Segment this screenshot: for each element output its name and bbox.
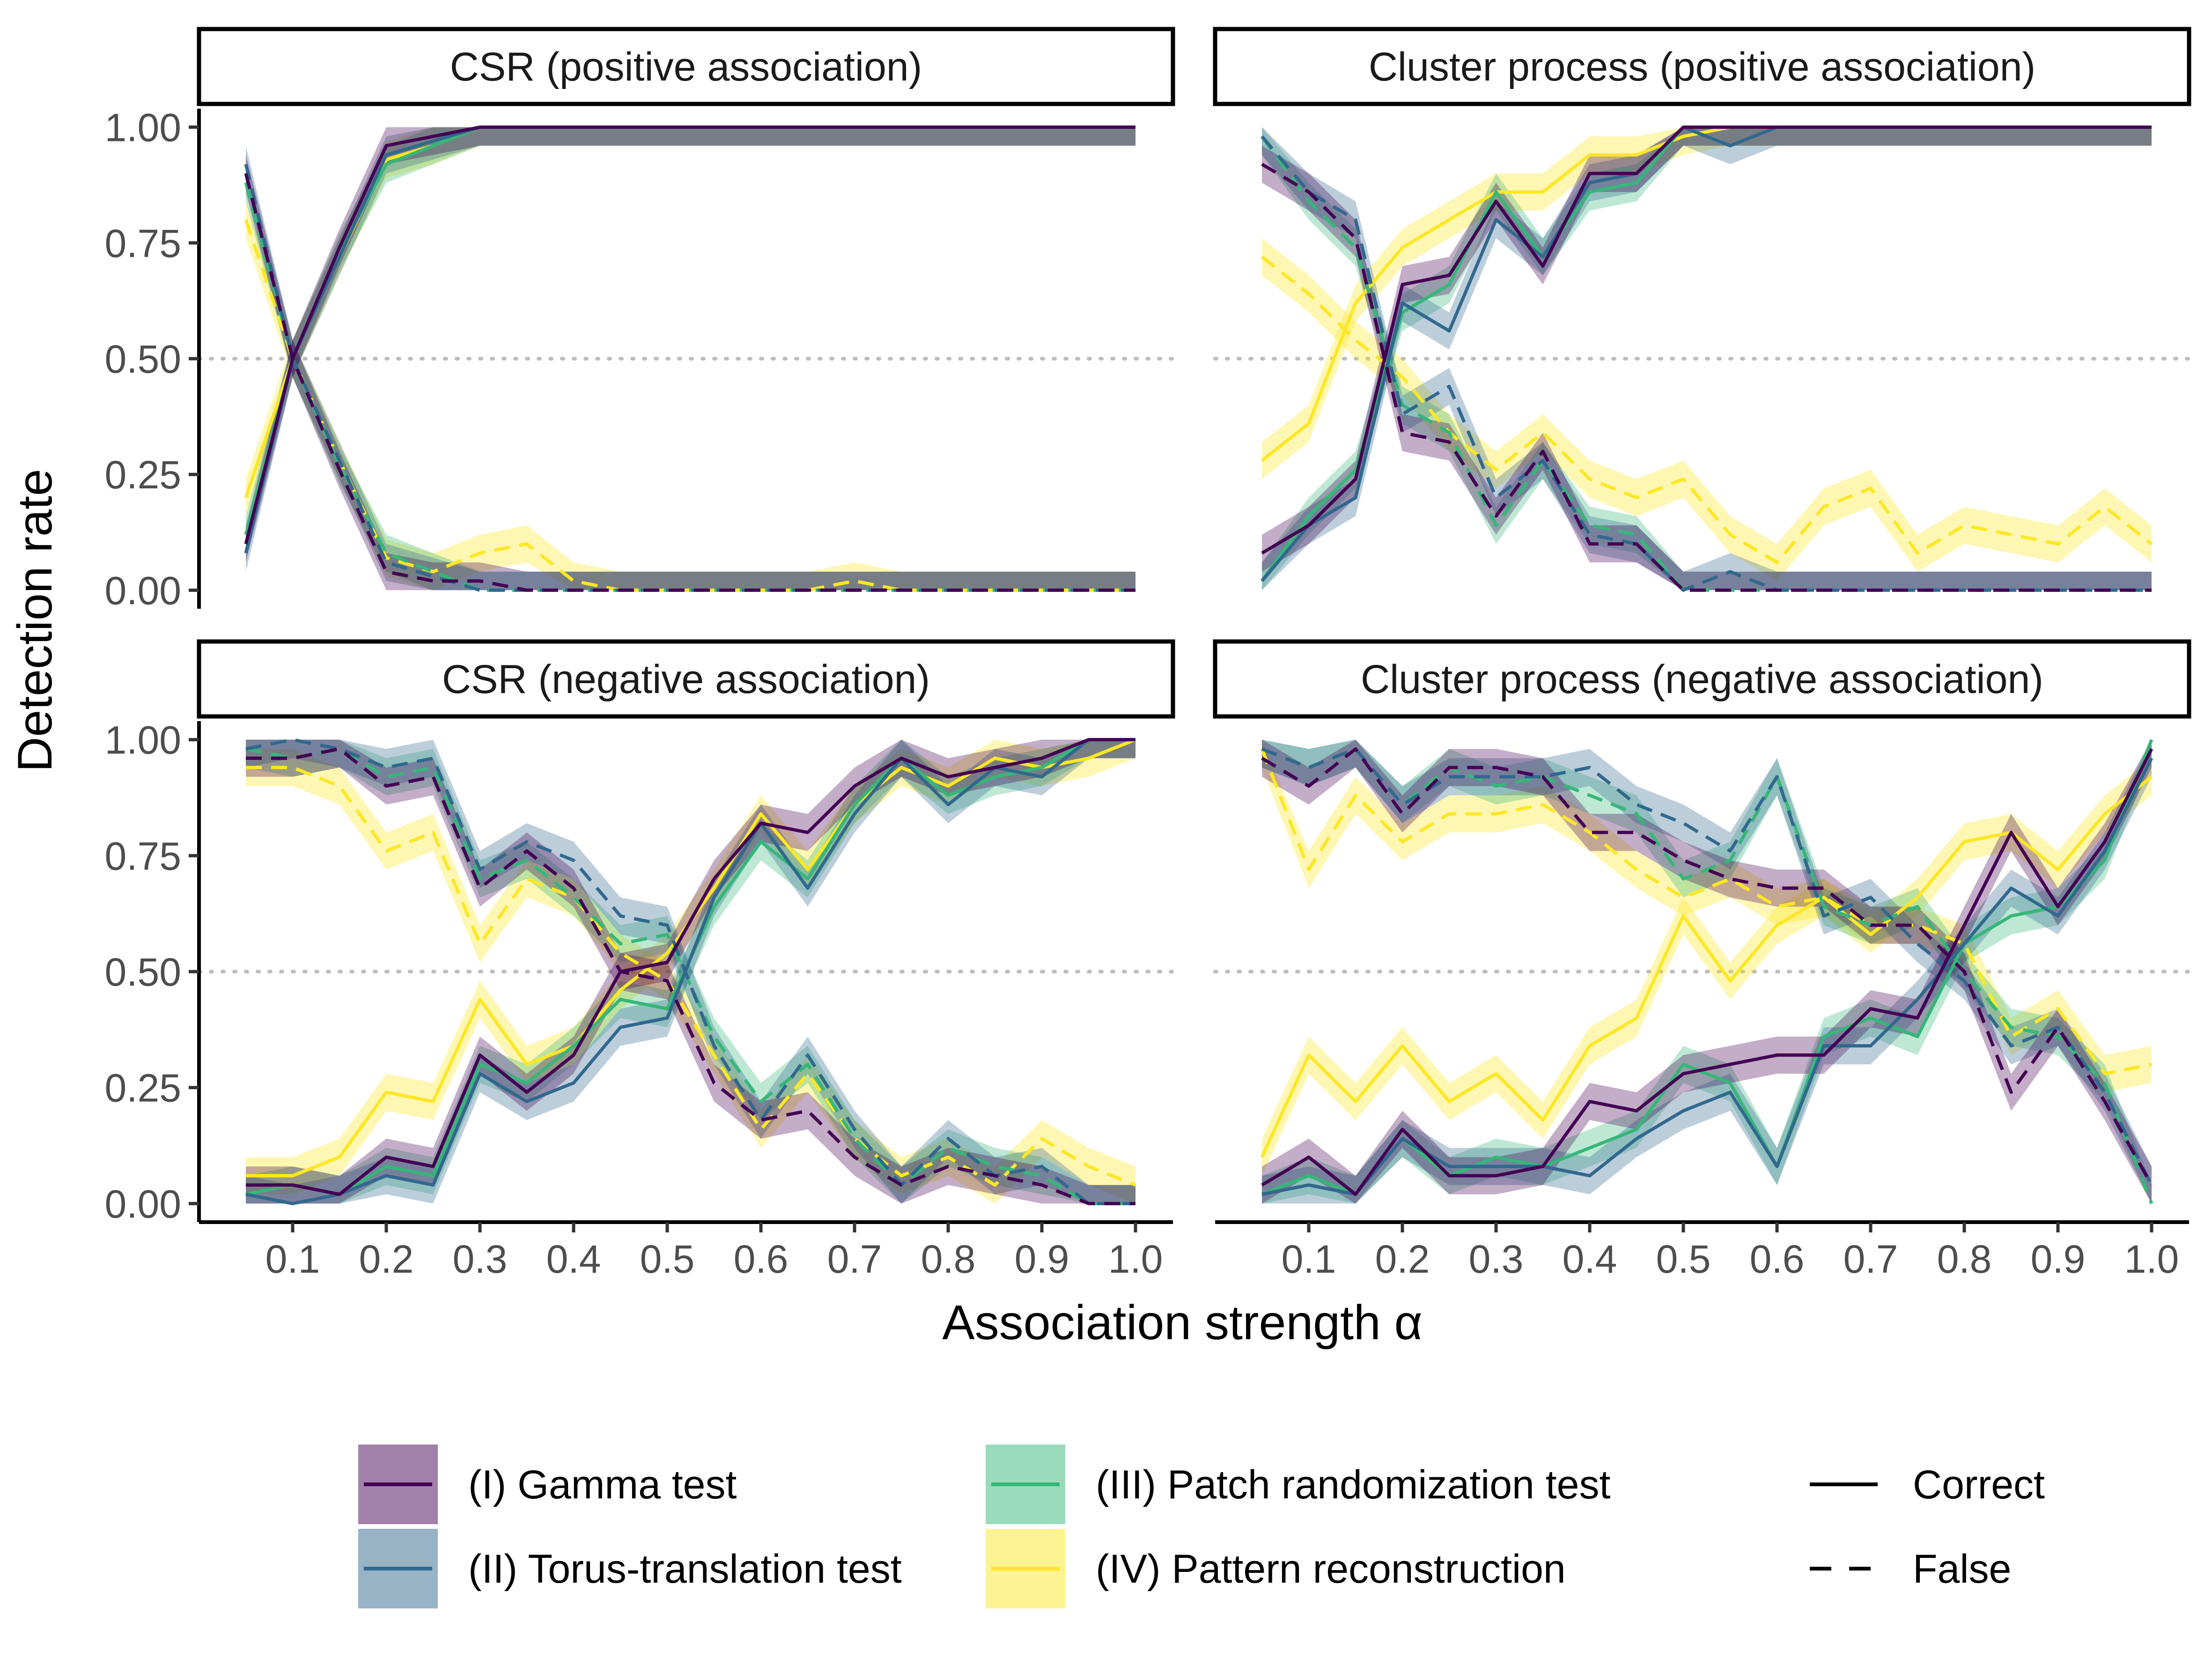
y-axis-title: Detection rate: [8, 469, 62, 772]
gamma-legend-label: (I) Gamma test: [468, 1462, 737, 1507]
patch-false-band: [1262, 739, 2152, 1204]
torus-correct-band: [1262, 739, 2152, 1204]
x-tick-label: 0.4: [546, 1237, 601, 1281]
gamma-correct-line: [244, 125, 1135, 545]
gamma-false-line: [1261, 162, 2152, 592]
x-tick-label: 0.9: [1015, 1237, 1069, 1281]
torus-false-line: [1261, 747, 2153, 1186]
patch-correct-band: [246, 739, 1135, 1204]
panel-strip: [1213, 639, 2191, 719]
x-axis-title: Association strength α: [942, 1296, 1423, 1350]
panel: CSR (negative association) 0.00 0.25 0.50 0.…: [105, 639, 1175, 1281]
reconstruction-false-line: [1261, 255, 2153, 564]
torus-correct-line: [245, 738, 1135, 1205]
x-tick-label: 0.1: [1282, 1237, 1336, 1281]
y-tick-label: 0.00: [105, 568, 182, 612]
reconstruction-correct-line: [1260, 775, 2153, 1158]
reconstruction-false-band: [246, 749, 1135, 1204]
torus-legend-label: (II) Torus-translation test: [468, 1547, 902, 1592]
x-tick-label: 0.7: [1843, 1237, 1898, 1281]
panel-strip: [197, 27, 1175, 106]
x-tick-label: 0.3: [1469, 1237, 1524, 1281]
gamma-correct-line: [1261, 125, 2152, 555]
false-legend-label: False: [1913, 1547, 2011, 1592]
x-tick-label: 0.8: [921, 1237, 976, 1281]
panel-title: Cluster process (negative association): [1361, 657, 2043, 702]
reconstruction-false-line: [246, 766, 1136, 1187]
y-tick-label: 0.25: [105, 1066, 182, 1110]
x-tick-label: 0.6: [734, 1237, 789, 1281]
reconstruction-false-line: [1260, 748, 2152, 1076]
gamma-false-line: [246, 747, 1135, 1205]
reconstruction-correct-band: [246, 739, 1135, 1194]
x-tick-label: 1.0: [1108, 1237, 1163, 1281]
y-tick-label: 0.25: [105, 453, 182, 497]
x-tick-label: 0.8: [1937, 1237, 1992, 1281]
y-tick-label: 1.00: [105, 718, 182, 762]
x-tick-label: 0.3: [453, 1237, 508, 1281]
x-tick-label: 0.5: [640, 1237, 695, 1281]
patch-false-line: [245, 747, 1135, 1205]
x-tick-label: 0.5: [1656, 1237, 1711, 1281]
x-tick-label: 0.1: [265, 1237, 320, 1281]
torus-correct-band: [246, 739, 1135, 1204]
x-tick-label: 0.2: [359, 1237, 414, 1281]
panel-strip: [197, 639, 1175, 719]
x-tick-label: 1.0: [2124, 1237, 2179, 1281]
panel-title: CSR (positive association): [450, 44, 922, 89]
legend-item-correct: Correct: [1810, 1462, 2045, 1507]
reconstruction-false-band: [1262, 739, 2152, 1092]
torus-correct-band: [1262, 127, 2152, 590]
panel-strip: [1213, 27, 2191, 106]
panel: Cluster process (negative association) 0.…: [1213, 639, 2191, 1281]
torus-false-line: [244, 163, 1135, 592]
legend-item-gamma: (I) Gamma test: [358, 1445, 737, 1524]
torus-false-band: [1262, 739, 2152, 1204]
reconstruction-correct-band: [1262, 758, 2152, 1176]
torus-correct-line: [1261, 757, 2153, 1196]
x-tick-label: 0.9: [2031, 1237, 2086, 1281]
y-tick-label: 0.75: [105, 834, 182, 878]
panels-layer: CSR (positive association) 0.00 0.25 0.50 0.…: [105, 27, 2191, 1281]
reconstruction-legend-label: (IV) Pattern reconstruction: [1096, 1547, 1566, 1592]
gamma-correct-band: [246, 739, 1135, 1204]
gamma-false-line: [1261, 747, 2153, 1186]
torus-false-band: [1262, 127, 2152, 590]
reconstruction-false-band: [1262, 238, 2152, 581]
patch-false-line: [244, 182, 1135, 592]
correct-legend-label: Correct: [1913, 1462, 2045, 1507]
gamma-false-band: [246, 739, 1135, 1204]
legend-item-reconstruction: (IV) Pattern reconstruction: [986, 1529, 1566, 1608]
panel-title: Cluster process (positive association): [1369, 44, 2035, 89]
legend: (I) Gamma test (II) Torus-translation tes…: [358, 1445, 2045, 1608]
y-tick-label: 1.00: [105, 106, 182, 150]
panel-title: CSR (negative association): [442, 657, 930, 702]
legend-item-false: False: [1810, 1547, 2011, 1592]
torus-false-line: [245, 738, 1135, 1205]
y-tick-label: 0.50: [105, 337, 182, 381]
gamma-correct-line: [246, 738, 1135, 1196]
torus-false-band: [246, 739, 1135, 1204]
panel: Cluster process (positive association): [1213, 27, 2191, 592]
x-tick-label: 0.4: [1563, 1237, 1617, 1281]
patch-legend-label: (III) Patch randomization test: [1096, 1462, 1610, 1507]
y-tick-label: 0.00: [105, 1182, 182, 1226]
panel: CSR (positive association) 0.00 0.25 0.50 0.…: [105, 27, 1175, 612]
gamma-false-line: [244, 173, 1135, 592]
gamma-correct-line: [1261, 748, 2153, 1196]
legend-item-patch: (III) Patch randomization test: [986, 1445, 1610, 1524]
y-tick-label: 0.75: [105, 221, 182, 265]
x-tick-label: 0.7: [827, 1237, 882, 1281]
x-tick-label: 0.6: [1750, 1237, 1805, 1281]
y-tick-label: 0.50: [105, 950, 182, 994]
legend-item-torus: (II) Torus-translation test: [358, 1529, 902, 1608]
x-tick-label: 0.2: [1375, 1237, 1430, 1281]
patch-false-band: [246, 739, 1135, 1204]
